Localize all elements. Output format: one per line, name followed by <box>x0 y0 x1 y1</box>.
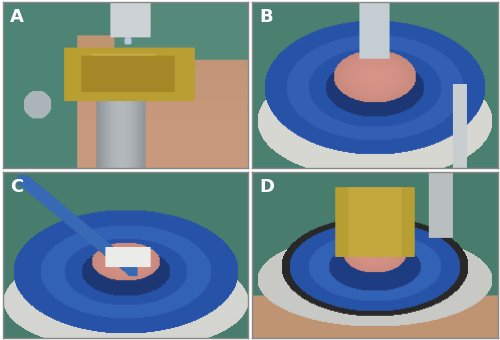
Text: A: A <box>10 8 24 27</box>
Text: D: D <box>260 178 274 196</box>
Text: B: B <box>260 8 273 27</box>
Text: C: C <box>10 178 23 196</box>
